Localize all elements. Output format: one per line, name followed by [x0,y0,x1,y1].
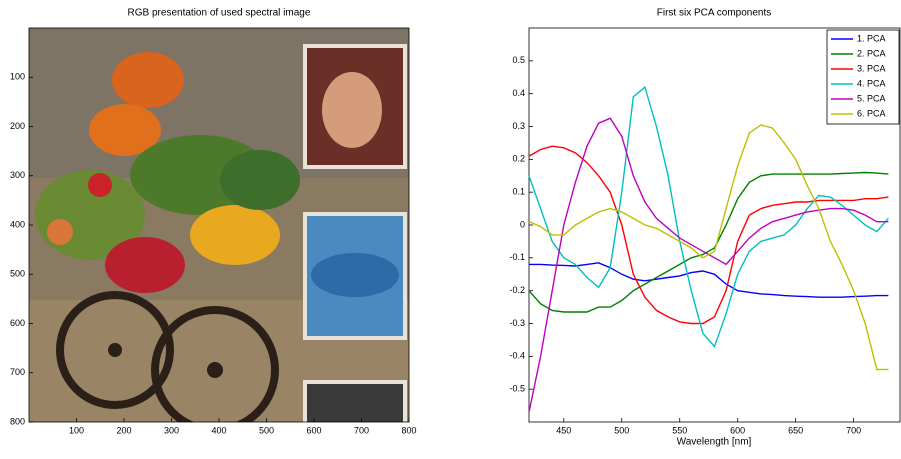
x-tick-label: 700 [354,425,369,435]
legend-label: 3. PCA [857,63,886,73]
y-tick-label: 0.1 [512,187,525,197]
x-tick-label: 400 [211,425,226,435]
legend-label: 1. PCA [857,33,886,43]
x-tick-label: 300 [164,425,179,435]
x-tick-label: 600 [730,425,745,435]
y-tick-label: 0 [520,219,525,229]
y-tick-label: 800 [10,416,25,426]
y-tick-label: 600 [10,318,25,328]
y-tick-label: 0.2 [512,154,525,164]
x-axis-label: Wavelength [nm] [677,437,752,448]
chart-title: First six PCA components [657,8,771,19]
x-tick-label: 600 [306,425,321,435]
y-tick-label: 500 [10,269,25,279]
spectral-image [29,28,409,430]
y-tick-label: -0.3 [509,318,525,328]
x-tick-label: 100 [69,425,84,435]
y-tick-label: 300 [10,170,25,180]
x-tick-label: 650 [788,425,803,435]
y-tick-label: 700 [10,367,25,377]
y-tick-label: -0.2 [509,285,525,295]
y-tick-label: 400 [10,219,25,229]
y-tick-label: -0.1 [509,252,525,262]
y-tick-label: -0.5 [509,384,525,394]
y-tick-label: -0.4 [509,351,525,361]
x-tick-label: 550 [672,425,687,435]
y-tick-label: 0.3 [512,121,525,131]
x-tick-label: 500 [614,425,629,435]
legend-label: 4. PCA [857,78,886,88]
x-tick-label: 800 [401,425,416,435]
x-tick-label: 450 [556,425,571,435]
y-tick-label: 200 [10,121,25,131]
legend-label: 6. PCA [857,108,886,118]
x-tick-label: 700 [846,425,861,435]
figure: RGB presentation of used spectral image … [0,0,901,454]
chart-title: RGB presentation of used spectral image [128,8,311,19]
x-tick-label: 500 [259,425,274,435]
y-tick-label: 0.4 [512,88,525,98]
x-tick-label: 200 [116,425,131,435]
y-tick-label: 0.5 [512,55,525,65]
y-tick-label: 100 [10,72,25,82]
legend-label: 2. PCA [857,48,886,58]
legend-label: 5. PCA [857,93,886,103]
